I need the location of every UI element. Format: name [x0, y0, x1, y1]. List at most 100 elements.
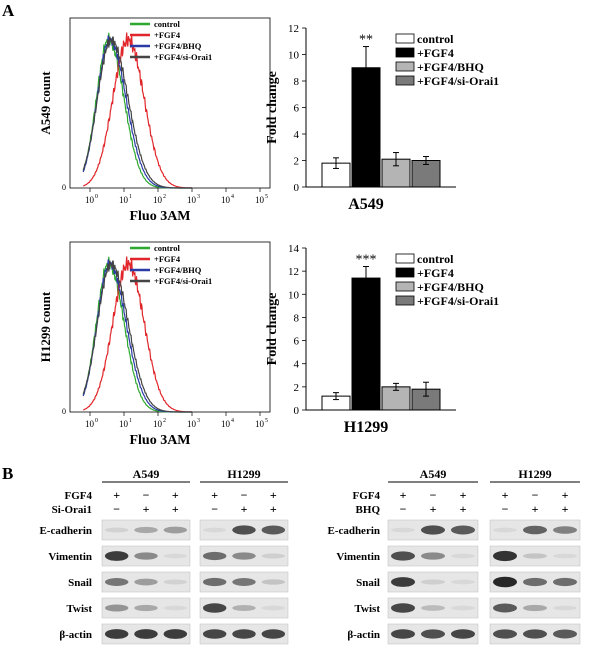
blot-band [202, 527, 227, 533]
blot-band [553, 605, 577, 611]
blot-band [232, 578, 256, 586]
treatment-sign: + [113, 488, 120, 502]
blot-band [202, 603, 227, 613]
blot-band [134, 604, 158, 612]
blot-band [163, 526, 188, 534]
y-tick-label: 10 [288, 289, 300, 301]
y-tick-label: 4 [294, 359, 300, 371]
y-tick-label: 14 [288, 243, 300, 255]
y-tick-label: 8 [294, 312, 300, 324]
legend-label: control [154, 19, 180, 29]
treatment-sign: + [143, 502, 150, 516]
blot-band [553, 526, 577, 534]
y-tick-label: 2 [294, 382, 300, 394]
blot-band [421, 629, 445, 639]
blot-band [553, 629, 577, 639]
legend-label: control [154, 243, 180, 253]
treatment-sign: − [211, 502, 218, 516]
blot-band [163, 553, 188, 559]
treatment-sign: + [172, 488, 179, 502]
treatment-sign: − [113, 502, 120, 516]
blot-band [523, 525, 547, 535]
blot-band [493, 550, 517, 562]
legend-label: +FGF4/BHQ [417, 280, 484, 294]
x-tick-label: 10 [187, 419, 197, 429]
bar-+FGF4 [351, 277, 381, 411]
protein-label: Vimentin [336, 551, 380, 563]
blot-band [451, 605, 475, 611]
cell-line-label: A549 [420, 467, 447, 481]
blot-band [451, 553, 475, 559]
blot-band [523, 553, 547, 559]
legend-label: +FGF4/BHQ [417, 60, 484, 74]
legend-swatch [395, 295, 415, 306]
x-tick-label: 10 [255, 195, 265, 205]
x-tick-label: 10 [85, 419, 95, 429]
blot-band [391, 629, 415, 639]
treatment-label: FGF4 [353, 490, 381, 502]
x-tick-exponent: 0 [95, 418, 98, 424]
x-tick-label: 10 [187, 195, 197, 205]
treatment-sign: + [460, 502, 467, 516]
treatment-label: Si-Orai1 [52, 504, 92, 516]
treatment-sign: − [502, 502, 509, 516]
x-axis-label: Fluo 3AM [129, 433, 190, 448]
protein-label: β-actin [347, 629, 380, 641]
blot-band [104, 604, 129, 612]
histogram-curve-1 [82, 32, 192, 189]
protein-label: Twist [355, 603, 381, 615]
treatment-label: FGF4 [65, 490, 93, 502]
blot-band [493, 576, 517, 588]
x-tick-label: 10 [255, 419, 265, 429]
blot-band [202, 577, 227, 587]
legend-label: +FGF4 [154, 30, 181, 40]
y-zero-tick: 0 [62, 183, 66, 192]
protein-label: E-cadherin [327, 525, 380, 537]
treatment-sign: + [241, 502, 248, 516]
legend-swatch [395, 267, 415, 278]
legend-label: +FGF4/BHQ [154, 41, 202, 51]
blot-band [391, 577, 415, 587]
x-tick-exponent: 2 [163, 194, 166, 200]
blot-band [261, 629, 286, 639]
cell-line-label: H1299 [227, 467, 260, 481]
y-tick-label: 0 [294, 405, 300, 417]
panel-b-label: B [2, 464, 13, 483]
blot-band [202, 551, 227, 561]
blot-band [261, 605, 286, 611]
blot-band [104, 578, 129, 586]
blot-band [261, 579, 286, 585]
x-tick-label: 10 [153, 419, 163, 429]
legend-label: +FGF4/si-Orai1 [417, 74, 499, 88]
blot-band [232, 629, 256, 639]
legend-swatch [395, 61, 415, 72]
treatment-sign: + [562, 488, 569, 502]
protein-label: Snail [356, 577, 380, 589]
x-tick-label: 10 [85, 195, 95, 205]
y-axis-label: Fold change [265, 71, 280, 144]
cell-line-label: A549 [133, 467, 160, 481]
x-tick-label: 10 [221, 419, 231, 429]
blot-band [523, 604, 547, 612]
y-tick-label: 6 [294, 103, 300, 115]
blot-band [553, 553, 577, 559]
treatment-sign: − [400, 502, 407, 516]
blot-band [163, 629, 188, 639]
blot-band [391, 527, 415, 533]
treatment-label: BHQ [356, 504, 381, 516]
treatment-sign: + [532, 502, 539, 516]
blot-band [391, 603, 415, 613]
y-tick-label: 8 [294, 76, 300, 88]
legend-label: +FGF4/si-Orai1 [154, 52, 212, 62]
blot-band [451, 579, 475, 585]
cell-line-label: H1299 [518, 467, 551, 481]
treatment-sign: + [270, 488, 277, 502]
blot-band [493, 603, 517, 613]
significance-label: *** [356, 253, 377, 268]
x-tick-exponent: 4 [231, 194, 234, 200]
